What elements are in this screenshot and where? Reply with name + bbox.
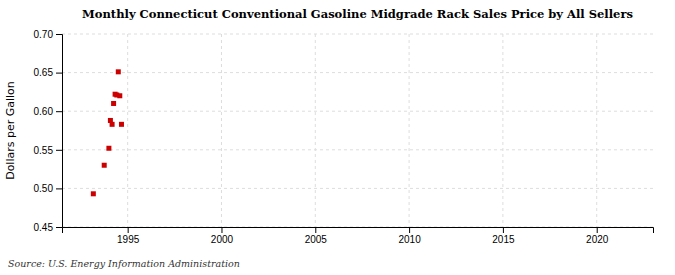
grid-line	[127, 34, 128, 227]
tick-label: 0.45	[34, 222, 54, 233]
annotation: Source: U.S. Energy Information Administ…	[8, 258, 240, 269]
grid-line	[315, 34, 316, 227]
point	[116, 69, 121, 74]
y-axis: 0.45 0.50 0.55 0.60 0.65 0.70	[34, 29, 63, 233]
tick: 0.60	[34, 106, 62, 117]
title: Monthly Connecticut Conventional Gasolin…	[82, 7, 633, 21]
plot-area: 1995 2000 2005 2010 2015 2020 0.45 0.50 0.55 0.60…	[34, 29, 654, 245]
tick: 0.65	[34, 67, 62, 78]
grid-line	[221, 34, 222, 227]
tick: 2005	[305, 227, 328, 245]
tick-mark	[56, 73, 62, 74]
chart: 1995 2000 2005 2010 2015 2020 0.45 0.50 0.55 0.60…	[0, 0, 675, 275]
point	[91, 191, 96, 196]
points	[91, 69, 124, 196]
point	[106, 146, 111, 151]
tick-mark	[503, 227, 504, 233]
tick-mark	[315, 227, 316, 233]
tick-label: 2020	[586, 234, 609, 245]
point	[117, 93, 122, 98]
tick-mark	[597, 227, 598, 233]
tick: 0.45	[34, 222, 62, 233]
tick-mark	[56, 188, 62, 189]
x-axis: 1995 2000 2005 2010 2015 2020	[63, 227, 654, 245]
tick-label: 1995	[117, 234, 140, 245]
grid-line	[62, 149, 653, 150]
grid-line	[62, 188, 653, 189]
tick-mark	[221, 227, 222, 233]
tick-mark	[56, 150, 62, 151]
tick-label: 2015	[492, 234, 515, 245]
point	[111, 101, 116, 106]
tick-label: 2010	[398, 234, 421, 245]
tick: 0.70	[34, 29, 62, 40]
grid-line	[596, 34, 597, 227]
axis-line	[56, 35, 63, 228]
point	[110, 122, 115, 127]
grid-line	[62, 72, 653, 73]
tick-label: 2000	[211, 234, 234, 245]
grid	[62, 34, 653, 227]
grid-line	[62, 34, 653, 35]
tick: 2015	[492, 227, 515, 245]
tick-label: 0.50	[34, 183, 54, 194]
grid-line	[409, 34, 410, 227]
tick-label: 0.70	[34, 29, 54, 40]
axis-line	[63, 228, 654, 234]
tick: 2010	[398, 227, 421, 245]
tick: 0.50	[34, 183, 62, 194]
point	[119, 122, 124, 127]
tick-mark	[409, 227, 410, 233]
grid-line	[502, 34, 503, 227]
tick: 2020	[586, 227, 609, 245]
tick-mark	[56, 34, 62, 35]
grid-line	[62, 111, 653, 112]
tick-mark	[128, 227, 129, 233]
point	[102, 163, 107, 168]
tick-label: 2005	[305, 234, 328, 245]
tick-label: 0.60	[34, 106, 54, 117]
tick-label: 0.65	[34, 67, 54, 78]
tick: 0.55	[34, 145, 62, 156]
tick: 1995	[117, 227, 140, 245]
tick-mark	[56, 111, 62, 112]
y-axis-title: Dollars per Gallon	[4, 81, 17, 180]
tick-mark	[56, 227, 62, 228]
tick-label: 0.55	[34, 145, 54, 156]
tick: 2000	[211, 227, 234, 245]
